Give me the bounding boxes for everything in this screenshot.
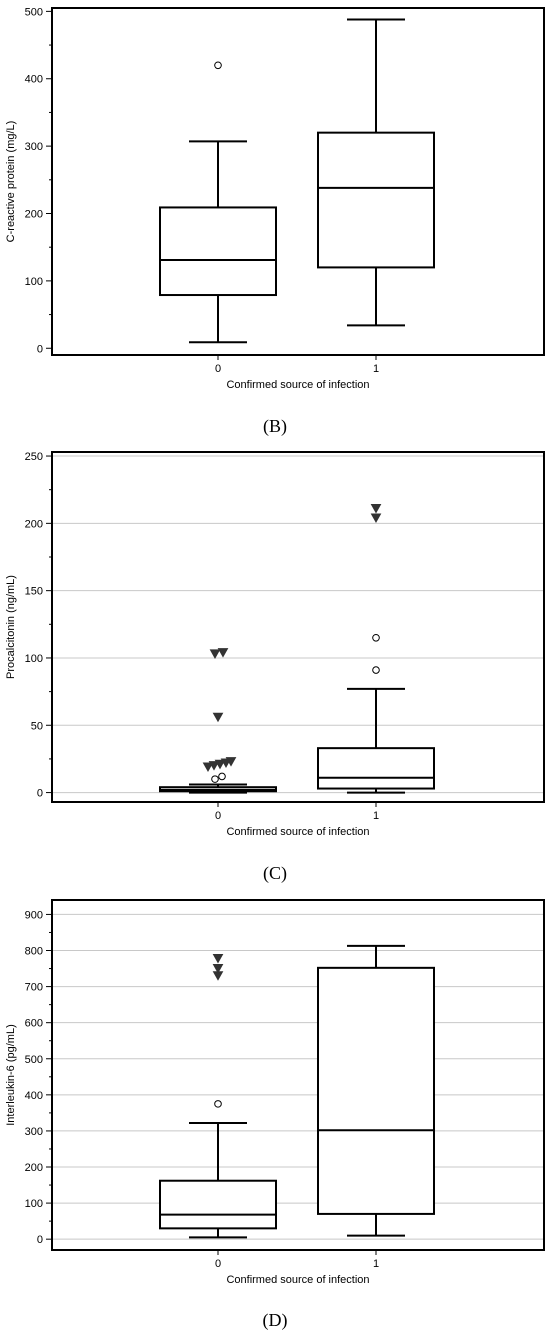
plot-frame [51,899,545,1251]
box-iqr [159,206,277,297]
outlier-triangle [202,762,214,773]
y-axis-title: C-reactive protein (mg/L) [5,121,17,243]
y-axis-title: Interleukin-6 (pg/mL) [5,1024,17,1126]
plot-frame [51,451,545,803]
y-tick-label: 400 [25,1090,43,1102]
outlier-triangle [214,759,226,770]
outlier-circle [372,633,380,642]
y-tick-label: 200 [25,518,43,530]
y-tick-label: 300 [25,141,43,153]
y-tick-label: 100 [25,276,43,288]
outlier-triangle [209,649,221,659]
box-iqr [317,131,435,269]
y-tick-label: 250 [25,451,43,463]
outlier-triangle [370,513,382,523]
outlier-triangle [212,953,224,964]
panel-label-d: (D) [262,1310,288,1330]
outlier-circle [218,772,226,781]
x-tick-label: 0 [215,810,221,822]
box-iqr [159,1179,277,1230]
y-tick-label: 300 [25,1126,43,1138]
plot-frame [51,7,545,356]
outlier-triangle [212,712,224,723]
x-tick-label: 1 [373,810,379,822]
y-tick-label: 0 [37,343,43,355]
outlier-triangle [217,648,229,658]
panel-label-c: (C) [263,863,287,883]
outlier-triangle [212,964,224,974]
box-iqr [317,747,435,790]
outlier-circle [372,666,380,674]
outlier-circle [211,775,219,783]
outlier-triangle [370,504,382,514]
x-axis-title: Confirmed source of infection [226,1274,369,1286]
outlier-circle [214,1100,222,1108]
y-tick-label: 100 [25,653,43,665]
y-tick-label: 500 [25,1054,43,1066]
y-tick-label: 200 [25,209,43,221]
y-tick-label: 400 [25,74,43,86]
y-tick-label: 0 [37,1234,43,1246]
panel-label-b: (B) [263,416,287,436]
y-tick-label: 800 [25,946,43,958]
x-tick-label: 0 [215,1258,221,1270]
y-tick-label: 100 [25,1198,43,1210]
outlier-circle [214,61,222,70]
outlier-triangle [208,761,220,771]
y-tick-label: 700 [25,982,43,994]
y-tick-label: 200 [25,1162,43,1174]
box-iqr [317,966,435,1215]
y-tick-label: 500 [25,6,43,18]
outlier-triangle [225,757,237,767]
y-tick-label: 50 [31,720,43,732]
y-tick-label: 900 [25,909,43,921]
x-tick-label: 1 [373,363,379,375]
y-tick-label: 150 [25,586,43,598]
x-axis-title: Confirmed source of infection [226,826,369,838]
x-tick-label: 0 [215,363,221,375]
y-tick-label: 600 [25,1018,43,1030]
y-tick-label: 0 [37,788,43,800]
x-axis-title: Confirmed source of infection [226,379,369,391]
x-tick-label: 1 [373,1258,379,1270]
y-axis-title: Procalcitonin (ng/mL) [5,575,17,679]
